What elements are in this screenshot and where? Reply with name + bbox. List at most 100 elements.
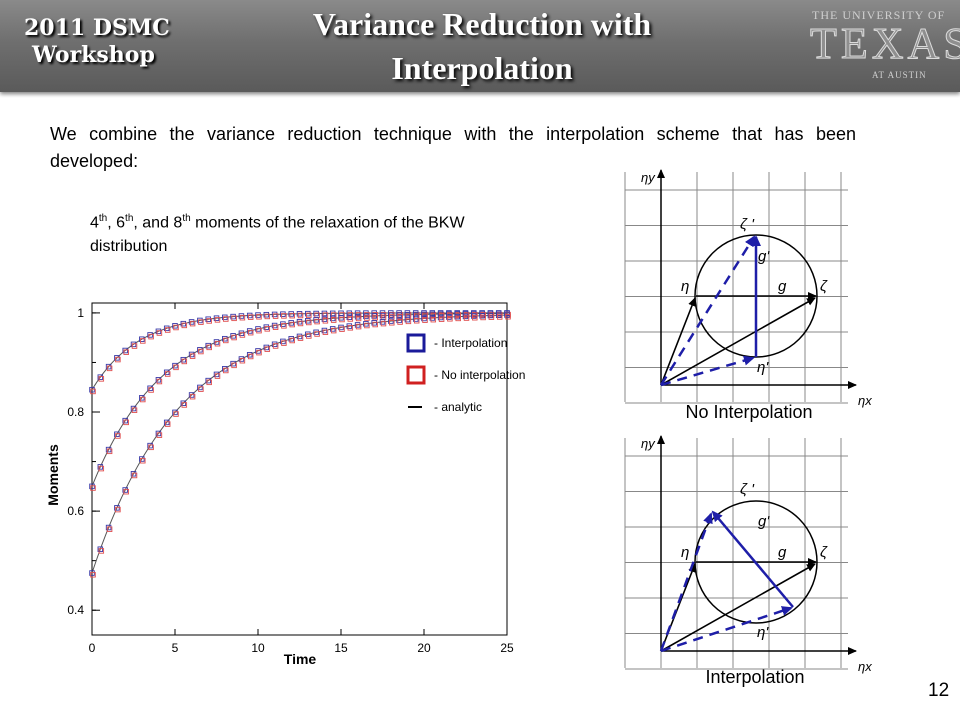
- marker-nointerp: [131, 472, 138, 479]
- legend-interp-swatch: [406, 333, 426, 353]
- diagram-no-interpolation: ηy ηx η ζ g ζ ' g' η' No Interpolation: [624, 169, 872, 422]
- slide-title-line1: Variance Reduction with: [312, 6, 652, 42]
- marker-interp: [313, 310, 319, 317]
- marker-interp: [89, 483, 95, 490]
- marker-interp: [205, 377, 211, 384]
- marker-nointerp: [322, 329, 329, 335]
- marker-nointerp: [463, 312, 470, 319]
- marker-interp: [230, 333, 236, 339]
- marker-interp: [238, 356, 245, 362]
- marker-interp: [321, 310, 328, 317]
- tick-labels: 0 5 10 15 20 25 0.4 0.6 0.8 1: [67, 306, 514, 655]
- marker-nointerp: [289, 337, 295, 344]
- marker-nointerp: [164, 421, 171, 427]
- marker-interp: [105, 446, 112, 453]
- marker-nointerp: [214, 317, 221, 323]
- marker-interp: [313, 329, 319, 336]
- marker-nointerp: [330, 327, 337, 334]
- marker-nointerp: [140, 457, 146, 464]
- x-tick-label-5: 25: [500, 641, 514, 655]
- marker-nointerp: [413, 311, 420, 318]
- marker-nointerp: [488, 311, 495, 318]
- marker-nointerp: [181, 402, 188, 408]
- marker-nointerp: [123, 488, 129, 495]
- marker-nointerp: [281, 323, 287, 329]
- marker-nointerp: [198, 319, 204, 325]
- marker-interp: [255, 326, 261, 332]
- workshop-name-line1: 2011 DSMC: [24, 15, 170, 41]
- marker-interp: [346, 323, 353, 329]
- caption-sup3: th: [182, 213, 191, 224]
- logo-main-text: TEXAS: [810, 19, 960, 68]
- marker-interp: [105, 524, 112, 531]
- marker-nointerp: [281, 313, 287, 319]
- marker-nointerp: [164, 371, 171, 377]
- marker-nointerp: [339, 312, 345, 318]
- marker-interp: [379, 310, 386, 316]
- y-tick-label-2: 0.8: [67, 405, 84, 419]
- marker-interp: [172, 409, 178, 416]
- marker-nointerp: [181, 358, 188, 365]
- marker-interp: [230, 360, 236, 367]
- marker-nointerp: [214, 340, 221, 347]
- marker-nointerp: [355, 323, 362, 330]
- marker-interp: [462, 310, 469, 316]
- marker-nointerp: [347, 316, 354, 322]
- marker-interp: [130, 341, 137, 348]
- marker-interp: [412, 310, 419, 316]
- marker-nointerp: [189, 353, 196, 359]
- marker-nointerp: [455, 311, 461, 318]
- marker-nointerp: [231, 315, 237, 322]
- marker-nointerp: [140, 396, 146, 403]
- marker-nointerp: [389, 311, 395, 318]
- marker-interp: [255, 348, 261, 354]
- marker-nointerp: [148, 333, 154, 340]
- marker-interp: [454, 313, 460, 320]
- marker-nointerp: [397, 311, 403, 318]
- marker-interp: [122, 347, 128, 354]
- marker-nointerp: [447, 311, 453, 318]
- marker-interp: [197, 317, 203, 324]
- marker-nointerp: [405, 311, 412, 318]
- marker-interp: [338, 324, 344, 331]
- marker-nointerp: [297, 312, 304, 319]
- marker-interp: [263, 324, 270, 330]
- marker-interp: [122, 487, 128, 493]
- diagram2-circle: [694, 500, 818, 624]
- marker-nointerp: [131, 343, 138, 349]
- marker-nointerp: [131, 407, 138, 414]
- caption-text: moments of the relaxation of the BKW dis…: [90, 214, 465, 256]
- marker-nointerp: [447, 316, 453, 322]
- logo-top-text: THE UNIVERSITY OF: [812, 8, 946, 22]
- marker-interp: [188, 392, 195, 398]
- marker-interp: [338, 315, 344, 321]
- marker-nointerp: [380, 312, 387, 318]
- marker-nointerp: [90, 572, 96, 578]
- marker-interp: [495, 310, 502, 317]
- marker-interp: [155, 430, 162, 437]
- marker-interp: [114, 431, 120, 438]
- diagram1-circle: [694, 234, 818, 358]
- marker-nointerp: [339, 316, 345, 323]
- marker-nointerp: [314, 331, 320, 337]
- marker-nointerp: [256, 314, 262, 320]
- marker-interp: [280, 311, 286, 317]
- marker-interp: [222, 314, 228, 321]
- marker-nointerp: [322, 318, 329, 324]
- marker-interp: [139, 336, 145, 342]
- marker-nointerp: [480, 312, 486, 319]
- marker-interp: [255, 312, 261, 318]
- marker-interp: [329, 326, 336, 332]
- marker-interp: [263, 311, 270, 318]
- marker-interp: [213, 339, 220, 345]
- marker-nointerp: [480, 311, 486, 318]
- marker-nointerp: [488, 314, 495, 320]
- marker-interp: [396, 312, 402, 318]
- logo-bottom-text: AT AUSTIN: [872, 70, 927, 80]
- marker-interp: [321, 327, 328, 334]
- marker-interp: [321, 316, 328, 322]
- marker-nointerp: [347, 312, 354, 318]
- diagram2-gprime-vector: [711, 510, 794, 608]
- marker-nointerp: [289, 321, 295, 328]
